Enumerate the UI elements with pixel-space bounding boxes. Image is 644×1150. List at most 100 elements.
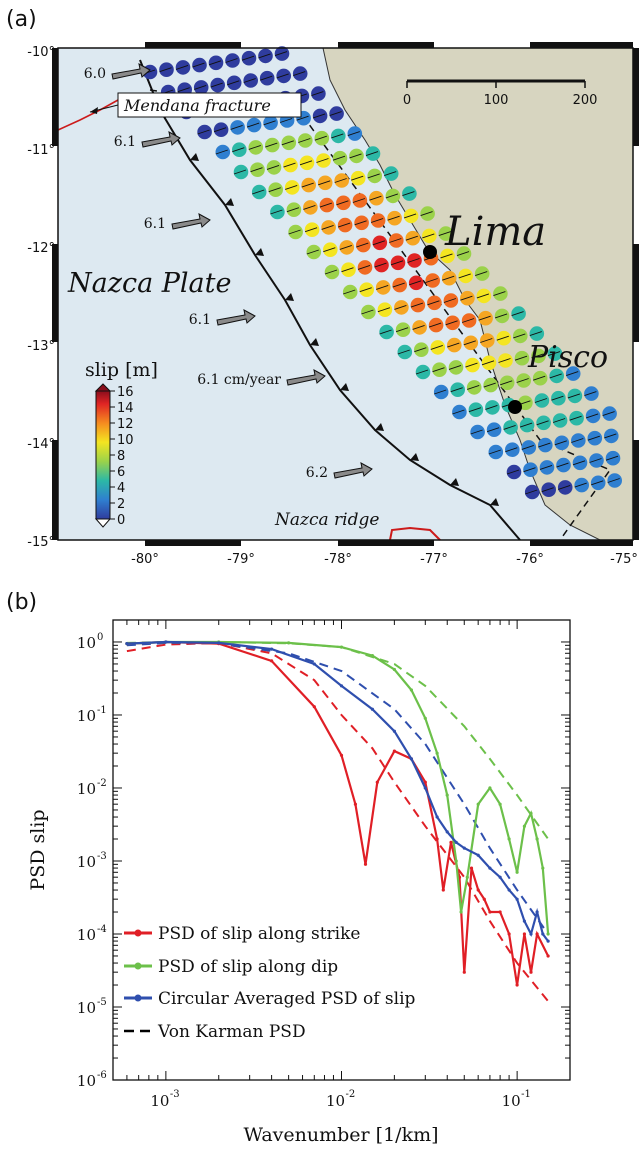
rake-vector: [440, 253, 453, 259]
rake-vector: [332, 155, 346, 161]
plot-frame: [112, 619, 571, 1081]
rake-vector: [554, 440, 567, 446]
rake-vector: [319, 202, 333, 208]
rake-vector: [384, 171, 397, 177]
x-tick-exponent: -2: [346, 1089, 356, 1100]
series-point: [363, 862, 368, 866]
lon-label: -77°: [420, 552, 448, 567]
lon-label: -76°: [516, 552, 544, 567]
rake-vector: [521, 444, 534, 450]
series-point: [312, 662, 316, 666]
y-tick-label: 10: [77, 999, 96, 1017]
rake-vector: [567, 393, 581, 399]
map-border-seg: [145, 540, 241, 546]
y-tick-exponent: -4: [97, 924, 107, 935]
rake-vector: [304, 227, 318, 233]
rake-vector: [283, 162, 296, 168]
panel-b-letter: (b): [6, 590, 37, 615]
convergence-rate-label: 6.1 cm/year: [197, 372, 281, 388]
series-point: [488, 910, 492, 914]
convergence-rate-label: 6.1: [144, 216, 166, 232]
rake-vector: [270, 209, 283, 215]
series-point: [535, 837, 539, 841]
label-mendana-fracture: Mendana fracture: [123, 96, 271, 115]
legend: PSD of slip along strike PSD of slip alon…: [124, 924, 416, 1042]
rake-vector: [370, 218, 384, 223]
rake-vector: [243, 78, 256, 83]
rake-vector: [359, 287, 372, 293]
rake-vector: [442, 275, 455, 281]
rake-vector: [447, 342, 460, 348]
rake-vector: [394, 304, 407, 310]
rake-vector: [312, 113, 326, 119]
rake-vector: [357, 264, 371, 270]
series-point: [488, 866, 492, 870]
rake-vector: [303, 204, 316, 210]
rake-vector: [225, 58, 238, 63]
colorbar-bar: [95, 390, 111, 520]
rake-vector: [483, 382, 496, 388]
series-point: [445, 793, 449, 797]
chart-ticks: [112, 619, 571, 1081]
series-line: [126, 640, 549, 942]
legend-label: Circular Averaged PSD of slip: [158, 989, 416, 1009]
rake-vector: [420, 211, 433, 217]
series-point: [287, 641, 291, 645]
rake-vector: [286, 207, 300, 213]
rake-vector: [488, 449, 501, 455]
map-border-seg: [530, 540, 633, 546]
series-point: [476, 802, 480, 806]
rake-vector: [476, 293, 490, 299]
rake-vector: [377, 307, 391, 313]
map-border-seg: [338, 540, 434, 546]
rake-vector: [481, 360, 495, 366]
legend-label: PSD of slip along strike: [158, 924, 360, 944]
rake-vector: [318, 180, 331, 186]
map-border-seg: [633, 244, 639, 342]
y-tick-label: 10: [77, 926, 96, 944]
colorbar-title: slip [m]: [85, 359, 158, 381]
series-point: [392, 729, 396, 733]
map-border-seg: [145, 42, 241, 48]
rake-vector: [534, 398, 548, 403]
map-border-seg: [52, 244, 58, 342]
rake-vector: [197, 129, 210, 135]
rake-vector: [470, 429, 483, 435]
rake-vector: [402, 191, 415, 197]
series-point: [423, 716, 427, 720]
colorbar-tick-label: 12: [117, 417, 134, 432]
rake-vector: [372, 240, 385, 246]
rake-vector: [605, 455, 619, 461]
series-point: [454, 840, 458, 845]
rake-vector: [387, 215, 400, 221]
rake-vector: [415, 369, 429, 375]
trench-tooth: [310, 338, 319, 346]
rake-vector: [246, 122, 260, 128]
map-border-seg: [633, 440, 639, 540]
x-tick-label: 10: [150, 1092, 169, 1110]
rake-vector: [430, 344, 443, 350]
rake-vector: [525, 489, 538, 495]
series-point: [546, 954, 550, 958]
von-karman-curve: [126, 641, 549, 840]
rake-vector: [281, 140, 294, 146]
rake-vector: [602, 411, 615, 417]
rake-vector: [369, 195, 382, 201]
trench-tooth: [285, 293, 294, 301]
rake-vector: [298, 138, 311, 143]
rake-vector: [321, 224, 334, 230]
series-point: [270, 659, 274, 663]
series-point: [476, 853, 480, 857]
convergence-arrow: [216, 309, 256, 326]
series-point: [312, 705, 316, 709]
series-point: [441, 888, 445, 892]
series-point: [515, 983, 519, 987]
rake-vector: [531, 353, 544, 359]
series-point: [515, 897, 519, 901]
series-point: [454, 859, 458, 863]
legend-marker: [134, 962, 142, 970]
series-point: [465, 875, 469, 879]
rake-vector: [299, 160, 313, 166]
series-point: [541, 866, 545, 870]
